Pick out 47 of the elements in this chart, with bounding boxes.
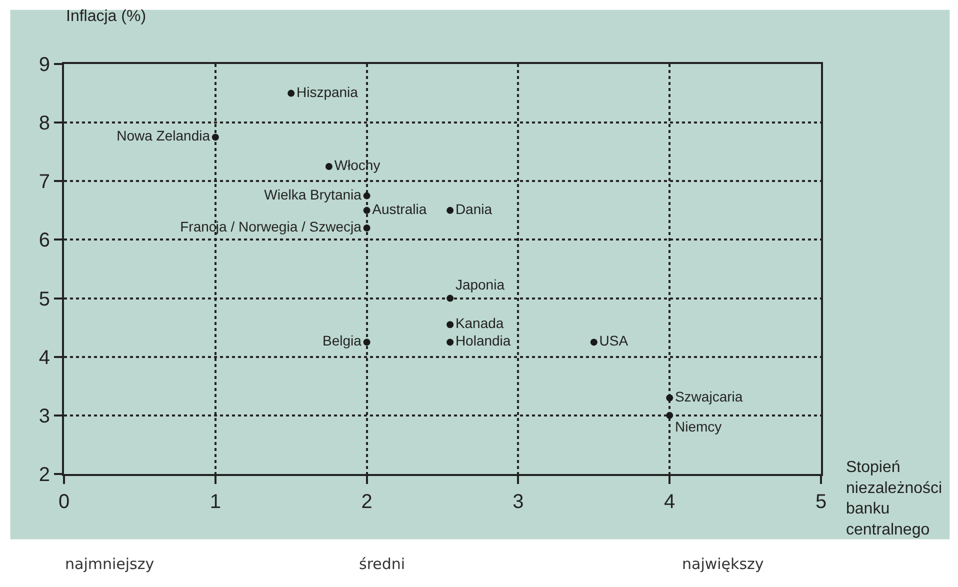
series-label: Australia xyxy=(372,200,427,217)
point xyxy=(288,90,295,97)
point xyxy=(363,192,370,200)
y-axis-title: Inflacja (%) xyxy=(66,8,146,25)
series-label: Wielka Brytania xyxy=(264,186,362,202)
series-label: Niemcy xyxy=(674,418,722,434)
series-label: Włochy xyxy=(334,157,380,173)
x-tick-label: 0 xyxy=(58,491,70,513)
series-label: Hiszpania xyxy=(296,84,358,100)
text: średni xyxy=(359,555,406,573)
y-tick-label: 8 xyxy=(38,112,50,135)
x-tick-label: 3 xyxy=(512,491,524,513)
series-label: Szwajcaria xyxy=(674,388,743,404)
y-tick-label: 2 xyxy=(38,464,50,486)
point xyxy=(212,134,219,141)
x-axis-title: Stopień niezależności banku centralnego xyxy=(846,459,942,538)
point xyxy=(363,206,370,214)
y-tick-label: 3 xyxy=(38,405,50,428)
y-tick-label: 9 xyxy=(38,54,50,76)
x-tick-label: 5 xyxy=(815,491,827,513)
series-label: Kanada xyxy=(455,315,504,332)
series-label: Belgia xyxy=(322,332,362,349)
x-tick-label: 4 xyxy=(664,491,676,513)
point xyxy=(363,224,370,232)
y-tick-label: 4 xyxy=(38,346,50,369)
point xyxy=(446,206,454,214)
point xyxy=(446,294,454,302)
y-tick-label: 5 xyxy=(38,288,50,310)
x-tick-label: 2 xyxy=(361,491,372,513)
series-label: USA xyxy=(599,332,629,349)
point xyxy=(666,412,674,419)
point xyxy=(590,338,598,346)
point xyxy=(325,163,332,170)
point xyxy=(446,321,454,328)
x-tick-label: 1 xyxy=(210,491,221,513)
point xyxy=(363,338,370,346)
series-label: Holandia xyxy=(455,332,511,349)
series-label: Dania xyxy=(455,200,492,217)
series-label: Nowa Zelandia xyxy=(116,128,210,144)
y-tick-label: 6 xyxy=(38,230,50,252)
point xyxy=(446,338,454,346)
text: największy xyxy=(682,555,764,573)
text: najmniejszy xyxy=(65,555,154,573)
y-tick-label: 7 xyxy=(38,171,50,194)
series-label: Japonia xyxy=(455,276,505,292)
point xyxy=(666,394,674,402)
series-label: Francja / Norwegia / Szwecja xyxy=(180,218,362,234)
